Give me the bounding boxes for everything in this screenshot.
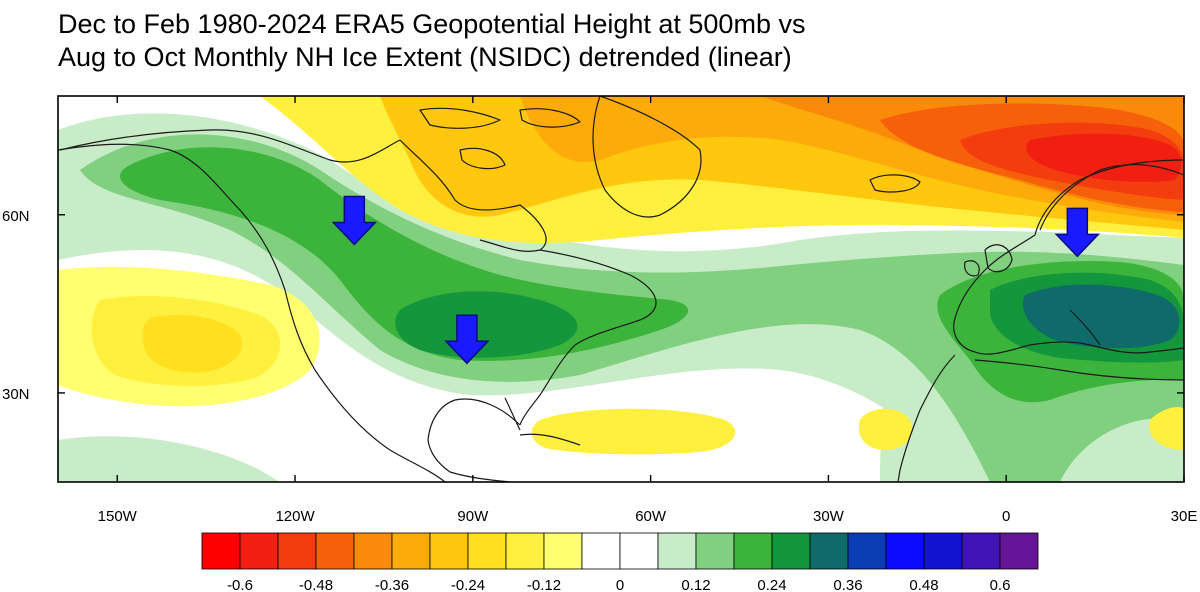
teal-europe [1023,284,1180,349]
colorbar-box [391,532,431,570]
coast-europe [953,159,1184,355]
colorbar-box [277,532,317,570]
colorbar-box [961,532,1001,570]
light-green-left-bottom [58,436,280,482]
arrow-central-europe-icon [1054,207,1101,258]
colorbar-box [771,532,811,570]
coast-cuba [519,433,581,446]
yellow-caribbean [531,408,736,455]
colorbar-box [429,532,469,570]
lon-tick-label: 30E [1171,508,1198,525]
coastlines [58,96,1184,482]
coast-arctic-islands [419,107,581,170]
coast-italy [1069,309,1101,346]
lon-tick-label: 90W [457,508,489,525]
colorbar-box [467,532,507,570]
title-line-2: Aug to Oct Monthly NH Ice Extent (NSIDC)… [58,42,792,72]
deep-red-scandinavia [1026,133,1182,182]
shaded-field [58,96,1184,482]
yellow-pacific-core [142,314,243,373]
colorbar-box [505,532,545,570]
colorbar-box [239,532,279,570]
colorbar-box [695,532,735,570]
longitude-labels: 150W 120W 90W 60W 30W 0 30E [98,508,1198,525]
colorbar-labels: -0.6 -0.48 -0.36 -0.24 -0.12 0 0.12 0.24 0.36 0.4… [227,577,1010,592]
colorbar-tick-label: -0.12 [527,577,561,592]
colorbar-tick-label: 0.12 [681,577,710,592]
coast-greenland [592,96,702,218]
title-line-1: Dec to Feb 1980-2024 ERA5 Geopotential H… [58,9,806,39]
lon-tick-label: 150W [98,508,138,525]
yellow-east [1149,407,1184,450]
lon-tick-label: 0 [1002,508,1010,525]
coast-north-america-east [519,249,657,426]
colorbar-box [999,532,1039,570]
colorbar [201,532,1039,570]
coast-iceland [869,174,921,193]
coast-north-america-west [58,143,446,482]
colorbar-box [657,532,697,570]
arrow-western-canada-icon [331,195,378,246]
coast-gulf-mexico [427,398,521,482]
coast-alaska-arctic [59,129,401,163]
colorbar-tick-label: -0.48 [299,577,333,592]
colorbar-tick-label: 0.6 [990,577,1011,592]
axis-ticks [58,96,1185,482]
colorbar-tick-label: -0.36 [375,577,409,592]
colorbar-tick-label: -0.6 [227,577,253,592]
coast-hudson-bay [399,139,547,252]
colorbar-box [733,532,773,570]
colorbar-box [353,532,393,570]
lat-tick-label: 60N [2,208,30,225]
colorbar-box [885,532,925,570]
yellow-africa [858,408,913,450]
map-title: Dec to Feb 1980-2024 ERA5 Geopotential H… [58,8,805,74]
colorbar-tick-label: 0.24 [757,577,786,592]
coast-scandinavia [1039,163,1184,231]
lat-tick-label: 30N [2,386,30,403]
colorbar-box [923,532,963,570]
arrow-gulf-coast-icon [444,314,490,365]
coast-british-isles [964,244,1013,277]
colorbar-box [315,532,355,570]
arrows-layer [331,195,1101,365]
colorbar-tick-label: 0 [616,577,624,592]
colorbar-box [619,532,659,570]
lon-tick-label: 60W [635,508,667,525]
coast-africa [897,354,1184,482]
colorbar-box [543,532,583,570]
dark-green-america [395,291,578,358]
latitude-labels: 60N 30N [2,208,30,403]
lon-tick-label: 120W [275,508,315,525]
coast-florida [504,397,521,431]
colorbar-tick-label: -0.24 [451,577,485,592]
colorbar-box [201,532,241,570]
colorbar-tick-label: 0.36 [833,577,862,592]
lon-tick-label: 30W [813,508,845,525]
colorbar-box [809,532,849,570]
colorbar-box [581,532,621,570]
colorbar-box [847,532,887,570]
colorbar-tick-label: 0.48 [909,577,938,592]
map-frame [57,95,1185,483]
